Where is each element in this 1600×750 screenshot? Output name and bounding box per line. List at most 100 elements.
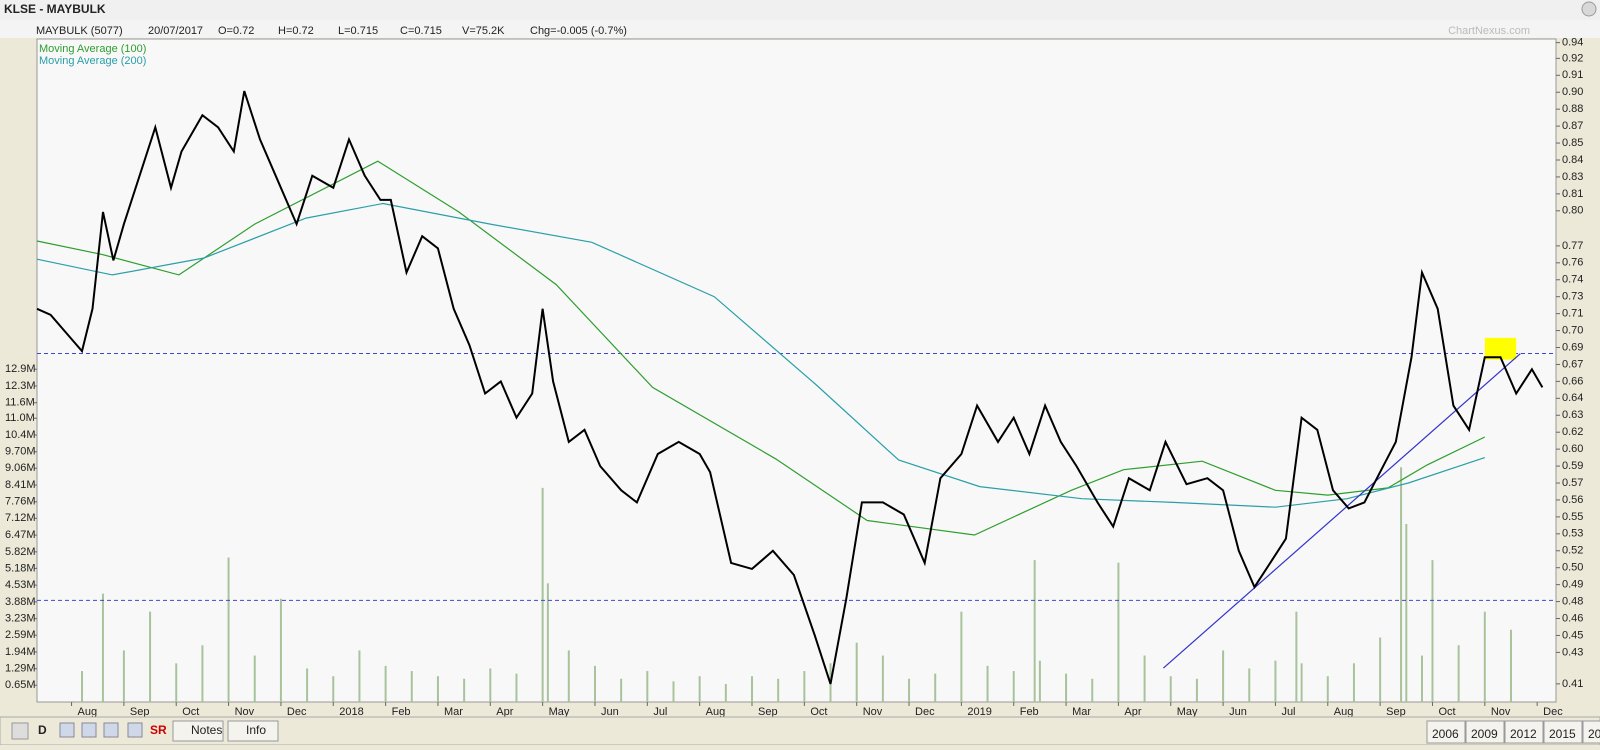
y-tick-label: 0.52 bbox=[1562, 545, 1583, 557]
title-bar bbox=[0, 0, 1600, 20]
info-value: C=0.715 bbox=[400, 25, 442, 37]
v-tick-label: 11.0M bbox=[5, 412, 35, 424]
price-line bbox=[36, 90, 1544, 685]
year-button[interactable] bbox=[1426, 720, 1466, 744]
y-tick-label: 0.60 bbox=[1562, 443, 1583, 455]
volume-bar bbox=[201, 645, 204, 702]
toolbar-icon[interactable] bbox=[103, 722, 119, 738]
v-tick-label: 3.23M bbox=[5, 613, 36, 625]
volume-bar bbox=[1033, 560, 1036, 702]
v-tick-label: 1.94M bbox=[5, 646, 36, 658]
year-button[interactable] bbox=[1465, 720, 1505, 744]
volume-bar bbox=[546, 583, 549, 702]
x-tick-label: Sep bbox=[758, 706, 778, 718]
year-button-label[interactable]: 2006 bbox=[1432, 727, 1459, 741]
volume-bar bbox=[149, 611, 152, 702]
volume-bar bbox=[1405, 523, 1408, 702]
x-tick-label: Sep bbox=[130, 706, 150, 718]
y-tick-label: 0.53 bbox=[1562, 528, 1583, 540]
x-tick-label: Aug bbox=[78, 706, 98, 718]
y-tick-label: 0.91 bbox=[1562, 69, 1583, 81]
x-tick-label: Feb bbox=[392, 706, 411, 718]
plot: 20/07/2017 O=0.72 H=0.72 L=0.715 C=0.715 V=75… bbox=[5, 25, 1583, 718]
toolbar-button-label[interactable]: Notes bbox=[191, 723, 222, 737]
x-tick-label: Dec bbox=[1543, 706, 1563, 718]
volume-bar bbox=[489, 668, 492, 702]
volume-bar bbox=[384, 665, 387, 702]
y-tick-label: 0.59 bbox=[1562, 460, 1583, 472]
volume-bar bbox=[986, 665, 989, 702]
x-tick-label: Aug bbox=[1334, 706, 1354, 718]
menu-icon bbox=[11, 722, 29, 740]
x-tick-label: Mar bbox=[1072, 706, 1091, 718]
year-button-label[interactable]: 2009 bbox=[1471, 727, 1498, 741]
year-button-label[interactable]: 2012 bbox=[1510, 727, 1537, 741]
year-button[interactable] bbox=[1582, 720, 1600, 744]
v-tick-label: 3.88M bbox=[5, 596, 36, 608]
volume-bar bbox=[1274, 660, 1277, 702]
y-tick-label: 0.80 bbox=[1562, 205, 1583, 217]
volume-bar bbox=[358, 650, 361, 702]
toolbar-button[interactable] bbox=[227, 720, 279, 742]
volume-bar bbox=[1012, 671, 1015, 702]
legend-entry: Moving Average (200) bbox=[39, 55, 146, 67]
volume-bar bbox=[1117, 562, 1120, 702]
x-tick-label: Jun bbox=[601, 706, 619, 718]
toolbar-icon[interactable] bbox=[59, 722, 75, 738]
v-tick-label: 10.4M bbox=[5, 429, 36, 441]
volume-bar bbox=[620, 678, 623, 702]
v-tick-label: 5.18M bbox=[5, 562, 36, 574]
x-tick-label: Jul bbox=[1281, 706, 1295, 718]
y-tick-label: 0.81 bbox=[1562, 188, 1583, 200]
y-tick-label: 0.76 bbox=[1562, 257, 1583, 269]
toolbar-icon[interactable] bbox=[127, 722, 143, 738]
toolbar-icon[interactable]: SR bbox=[150, 723, 167, 737]
x-tick-label: May bbox=[549, 706, 570, 718]
year-button[interactable] bbox=[1504, 720, 1544, 744]
stock-name: MAYBULK (5077) bbox=[36, 25, 123, 37]
toolbar-icon[interactable] bbox=[81, 722, 97, 738]
year-button-label[interactable]: 201 bbox=[1588, 727, 1600, 741]
y-tick-label: 0.50 bbox=[1562, 562, 1583, 574]
volume-bar bbox=[1457, 645, 1460, 702]
window-title: KLSE - MAYBULK bbox=[4, 2, 106, 16]
trend-line bbox=[1163, 353, 1521, 669]
y-tick-label: 0.66 bbox=[1562, 375, 1583, 387]
volume-bar bbox=[175, 663, 178, 702]
y-tick-label: 0.84 bbox=[1562, 154, 1583, 166]
toolbar-button-label[interactable]: Info bbox=[246, 723, 266, 737]
moving-average bbox=[36, 202, 1485, 508]
y-tick-label: 0.45 bbox=[1562, 629, 1583, 641]
x-tick-label: 2018 bbox=[339, 706, 363, 718]
volume-bar bbox=[1421, 655, 1424, 702]
v-tick-label: 5.82M bbox=[5, 546, 36, 558]
volume-bar bbox=[777, 678, 780, 702]
volume-bar bbox=[1326, 676, 1329, 702]
close-button[interactable] bbox=[1581, 1, 1597, 17]
volume-bar bbox=[934, 673, 937, 702]
x-tick-label: Apr bbox=[1124, 706, 1141, 718]
toolbar-icon[interactable]: D bbox=[38, 723, 47, 737]
volume-bar bbox=[541, 487, 544, 702]
volume-bar bbox=[227, 557, 230, 702]
info-value: Chg=-0.005 (-0.7%) bbox=[530, 25, 627, 37]
volume-bar bbox=[122, 650, 125, 702]
volume-bar bbox=[646, 671, 649, 702]
year-button-label[interactable]: 2015 bbox=[1549, 727, 1576, 741]
legend-entry: Moving Average (100) bbox=[39, 43, 146, 55]
toolbar-button[interactable] bbox=[172, 720, 224, 742]
v-tick-label: 4.53M bbox=[5, 579, 36, 591]
x-tick-label: May bbox=[1177, 706, 1198, 718]
info-value: V=75.2K bbox=[462, 25, 505, 37]
y-tick-label: 0.49 bbox=[1562, 579, 1583, 591]
y-tick-label: 0.74 bbox=[1562, 274, 1583, 286]
y-tick-label: 0.69 bbox=[1562, 341, 1583, 353]
v-tick-label: 9.70M bbox=[5, 446, 36, 458]
volume-bar bbox=[672, 681, 675, 702]
v-tick-label: 2.59M bbox=[5, 629, 36, 641]
y-tick-label: 0.62 bbox=[1562, 426, 1583, 438]
volume-bar bbox=[1352, 663, 1355, 702]
year-button[interactable] bbox=[1543, 720, 1583, 744]
v-tick-label: 7.76M bbox=[5, 496, 36, 508]
volume-bar bbox=[1222, 650, 1225, 702]
